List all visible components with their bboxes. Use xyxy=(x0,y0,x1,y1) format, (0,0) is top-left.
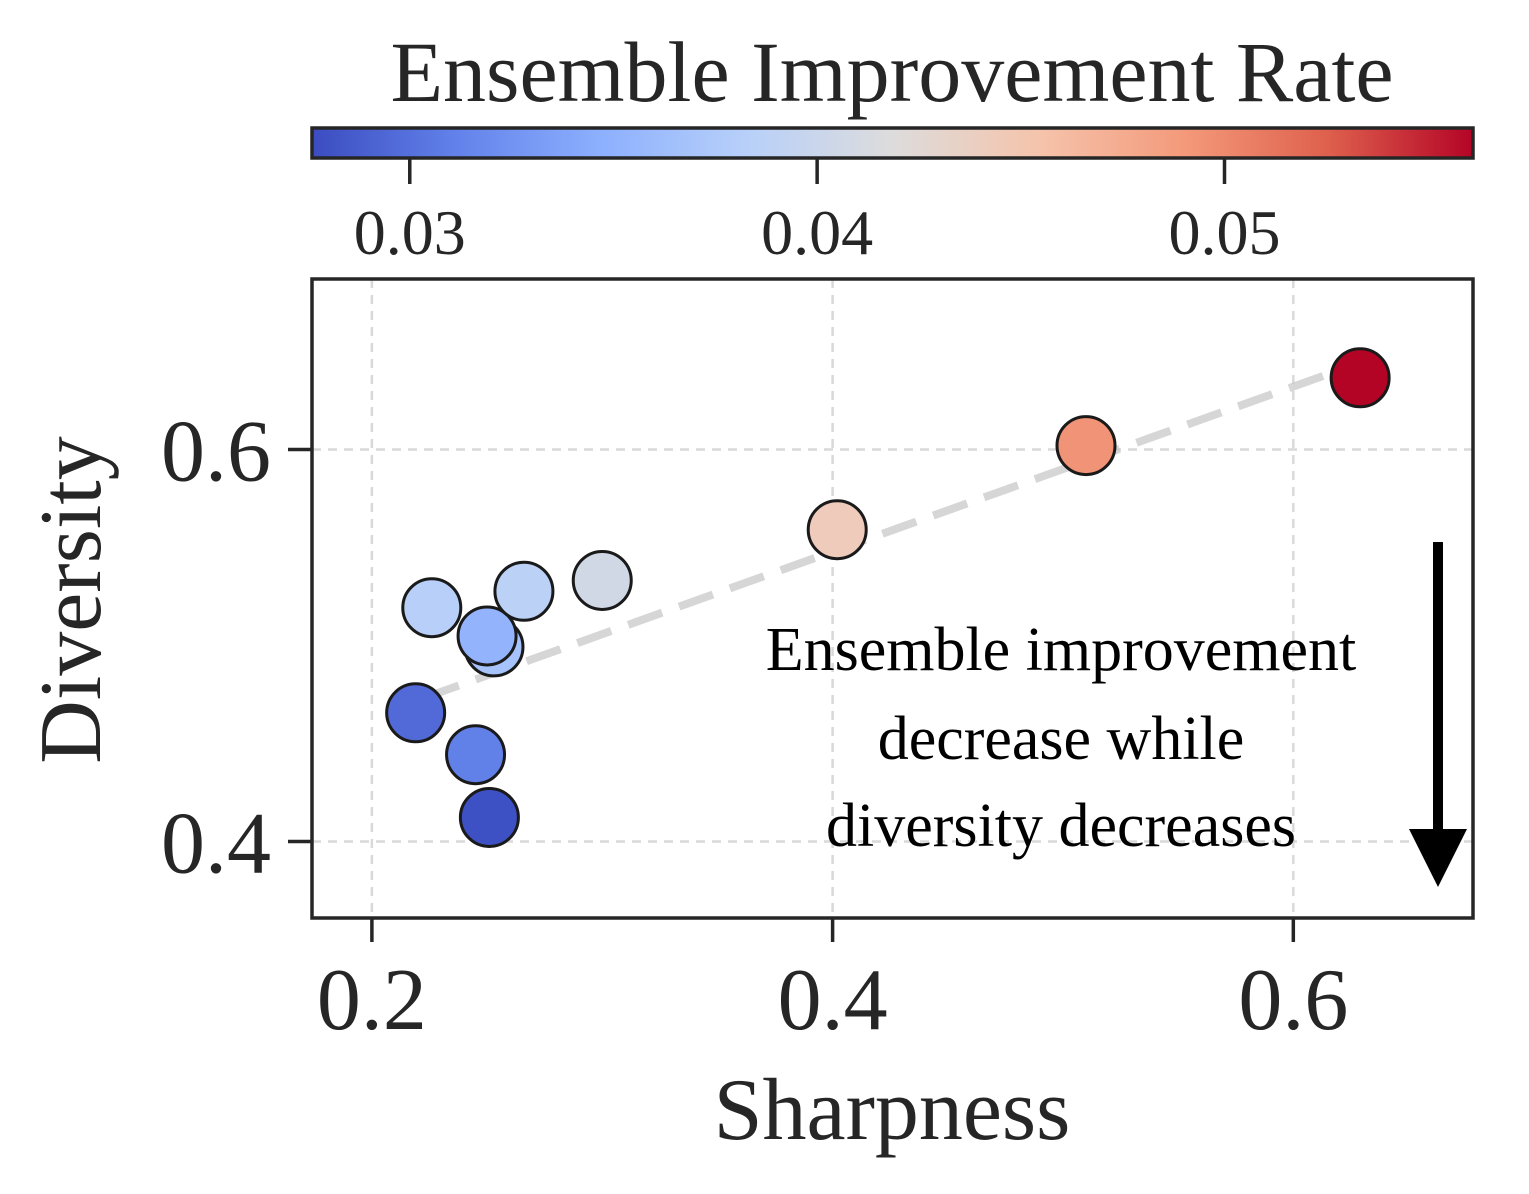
colorbar-tick-label: 0.04 xyxy=(761,197,873,268)
data-points xyxy=(385,347,1391,848)
y-tick-label: 0.4 xyxy=(161,796,271,893)
data-point xyxy=(445,724,507,786)
annotation-line-2: decrease while xyxy=(878,705,1245,773)
colorbar-tick-label: 0.03 xyxy=(354,197,466,268)
data-point xyxy=(1329,347,1391,409)
down-arrow-icon xyxy=(1409,542,1467,887)
annotation-line-3: diversity decreases xyxy=(826,792,1296,860)
data-point xyxy=(401,577,463,639)
trend-line xyxy=(423,359,1360,702)
data-point xyxy=(806,499,868,561)
colorbar xyxy=(310,126,1475,160)
y-tick-label: 0.6 xyxy=(161,404,271,501)
data-point xyxy=(571,549,633,611)
colorbar-tick-label: 0.05 xyxy=(1169,197,1281,268)
y-axis-ticks: 0.4 0.6 xyxy=(161,404,312,893)
data-point xyxy=(493,560,555,622)
annotation-line-1: Ensemble improvement xyxy=(766,616,1357,684)
x-tick-label: 0.2 xyxy=(317,952,427,1049)
x-tick-label: 0.4 xyxy=(778,952,888,1049)
data-point xyxy=(1055,415,1117,477)
data-point xyxy=(458,786,520,848)
x-axis-ticks: 0.2 0.4 0.6 xyxy=(317,918,1348,1049)
colorbar-ticks: 0.03 0.04 0.05 xyxy=(354,158,1281,268)
y-axis-label: Diversity xyxy=(23,436,120,764)
colorbar-title: Ensemble Improvement Rate xyxy=(390,24,1393,120)
plot-frame xyxy=(310,277,1475,920)
x-tick-label: 0.6 xyxy=(1238,952,1348,1049)
data-point xyxy=(456,605,518,667)
data-point xyxy=(385,682,447,744)
x-axis-label: Sharpness xyxy=(714,1062,1071,1159)
